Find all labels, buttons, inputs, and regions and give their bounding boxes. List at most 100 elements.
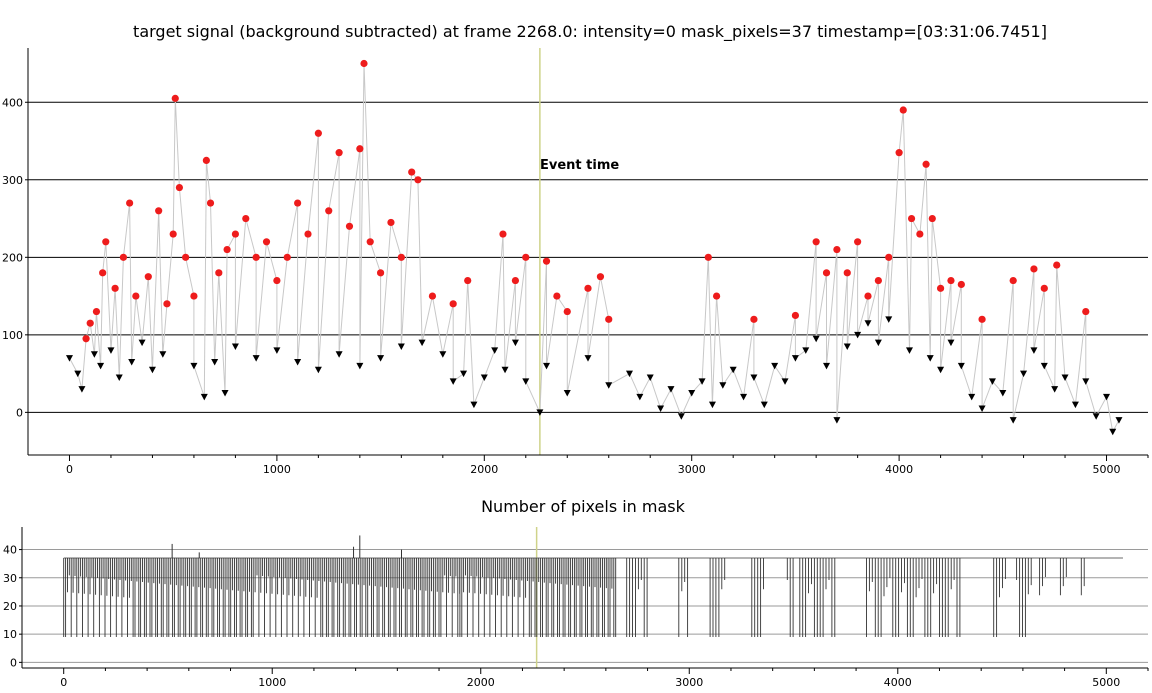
signal-point-low — [864, 320, 872, 327]
signal-point-low — [781, 378, 789, 385]
signal-point-low — [211, 358, 219, 366]
signal-point-high — [86, 319, 94, 327]
signal-point-low — [1082, 378, 1090, 385]
signal-point-high — [155, 207, 163, 215]
signal-point-high — [111, 284, 119, 292]
signal-point-low — [1092, 413, 1100, 420]
signal-point-high — [283, 253, 291, 261]
signal-point-low — [677, 413, 685, 420]
signal-point-high — [822, 269, 831, 277]
signal-point-high — [262, 238, 271, 246]
signal-point-high — [335, 149, 343, 157]
signal-point-high — [99, 269, 107, 277]
signal-point-high — [175, 183, 184, 192]
signal-point-high — [928, 214, 936, 223]
mask-x-tick-label: 3000 — [675, 676, 703, 689]
signal-connector-line — [69, 63, 1120, 434]
signal-point-high — [206, 199, 215, 207]
signal-point-high — [102, 238, 110, 246]
signal-point-low — [200, 393, 208, 401]
signal-point-high — [833, 245, 841, 254]
signal-point-low — [947, 339, 955, 347]
signal-point-low — [605, 382, 613, 389]
signal-point-low — [823, 362, 831, 370]
signal-point-low — [252, 355, 260, 362]
signal-point-low — [791, 355, 799, 362]
signal-point-high — [922, 160, 930, 168]
signal-point-high — [978, 315, 986, 323]
signal-point-low — [833, 417, 841, 424]
signal-point-low — [905, 347, 913, 354]
signal-point-low — [988, 378, 996, 385]
signal-point-low — [843, 343, 851, 350]
signal-point-high — [223, 245, 231, 254]
signal-point-low — [536, 409, 544, 416]
signal-point-low — [1030, 347, 1038, 354]
signal-point-low — [221, 389, 229, 397]
signal-point-high — [366, 238, 374, 246]
signal-point-high — [360, 59, 368, 68]
signal-point-low — [115, 374, 123, 381]
signal-point-low — [1071, 401, 1079, 409]
signal-point-high — [215, 269, 223, 277]
signal-point-high — [1009, 276, 1017, 285]
signal-point-low — [719, 382, 727, 389]
signal-point-low — [543, 362, 551, 370]
signal-point-low — [563, 389, 571, 397]
signal-point-high — [854, 238, 862, 246]
signal-point-low — [231, 343, 239, 350]
signal-point-low — [138, 339, 146, 347]
mask-drops — [63, 558, 1085, 637]
signal-y-tick-label: 200 — [2, 251, 23, 264]
signal-point-low — [418, 339, 426, 347]
signal-point-high — [325, 207, 333, 215]
signal-x-tick-label: 4000 — [885, 463, 913, 476]
signal-point-high — [132, 292, 140, 300]
signal-point-high — [899, 106, 907, 114]
signal-point-high — [82, 335, 90, 343]
signal-point-high — [553, 292, 561, 300]
signal-point-low — [885, 316, 893, 323]
signal-point-low — [802, 347, 810, 354]
signal-point-high — [1053, 261, 1061, 269]
signal-point-low — [377, 355, 385, 362]
signal-point-low — [294, 358, 302, 366]
signal-point-low — [968, 393, 976, 401]
signal-point-low — [729, 366, 737, 374]
signal-point-low — [708, 401, 716, 409]
signal-point-low — [740, 393, 748, 401]
signal-point-high — [190, 292, 198, 300]
signal-point-low — [511, 339, 519, 347]
signal-point-low — [74, 370, 82, 378]
signal-point-low — [657, 405, 665, 412]
signal-point-low — [646, 374, 654, 381]
signal-point-high — [163, 300, 171, 308]
signal-point-high — [704, 253, 712, 261]
signal-y-tick-label: 300 — [2, 174, 23, 187]
mask-y-tick-label: 10 — [3, 628, 17, 641]
signal-point-low — [1109, 428, 1117, 436]
signal-point-high — [92, 307, 101, 316]
signal-point-high — [1040, 284, 1048, 292]
event-time-label: Event time — [540, 158, 619, 173]
signal-point-high — [387, 218, 395, 227]
signal-plot-title: target signal (background subtracted) at… — [133, 22, 1047, 42]
mask-pixels-plot: Number of pixels in mask 0 10 20 30 40 0 1000 2… — [3, 497, 1149, 689]
signal-point-high — [916, 230, 924, 238]
signal-point-low — [957, 362, 965, 370]
signal-point-low — [978, 405, 986, 412]
signal-point-low — [97, 362, 105, 370]
signal-point-low — [874, 339, 882, 347]
signal-point-high — [397, 253, 405, 261]
signal-point-high — [464, 276, 472, 285]
mask-axes: 0 10 20 30 40 0 1000 2000 3000 4000 5000 — [3, 527, 1149, 689]
signal-connectors — [69, 63, 1120, 434]
signal-point-high — [499, 230, 507, 238]
signal-point-high — [182, 253, 190, 261]
signal-point-low — [1040, 362, 1048, 370]
signal-point-low — [698, 378, 706, 385]
signal-point-low — [625, 370, 633, 378]
signal-point-high — [584, 284, 592, 292]
signal-point-high — [936, 284, 945, 292]
